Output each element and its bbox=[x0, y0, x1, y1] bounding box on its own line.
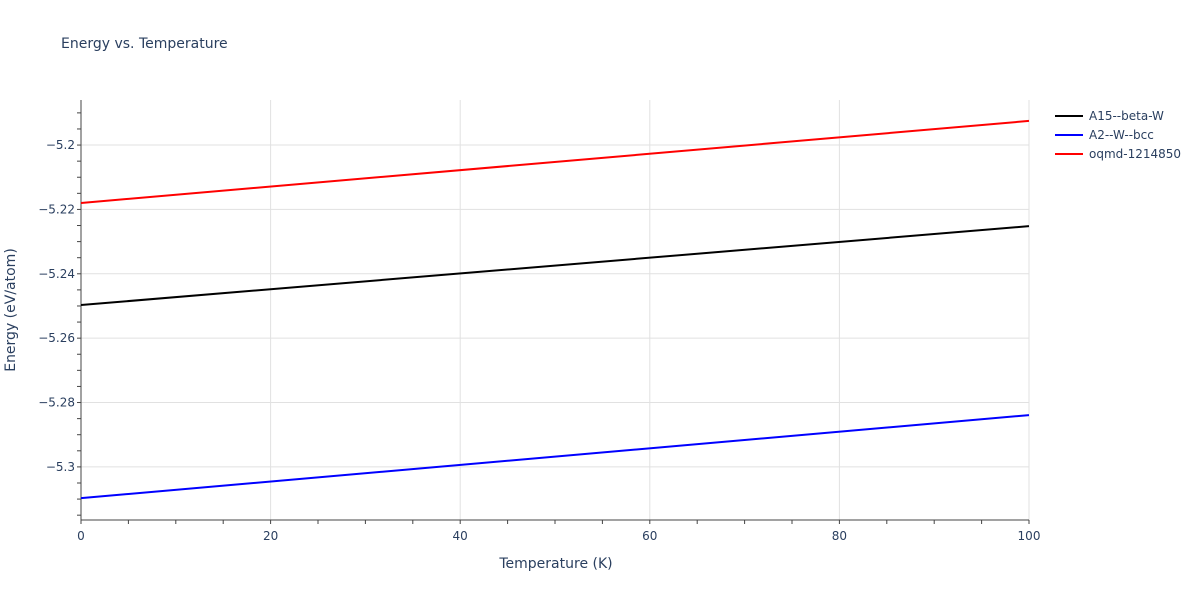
legend-swatch-icon bbox=[1055, 114, 1083, 117]
x-tick-label: 60 bbox=[642, 529, 657, 543]
legend-label: A2--W--bcc bbox=[1089, 127, 1154, 142]
series-line-A15--beta-W bbox=[80, 225, 1030, 307]
y-tick-label: −5.3 bbox=[46, 460, 75, 474]
y-tick-label: −5.2 bbox=[46, 138, 75, 152]
legend-swatch-icon bbox=[1055, 152, 1083, 155]
y-tick-label: −5.22 bbox=[38, 202, 75, 216]
legend-label: oqmd-1214850 bbox=[1089, 146, 1182, 161]
legend-label: A15--beta-W bbox=[1089, 108, 1164, 123]
legend: A15--beta-W A2--W--bcc oqmd-1214850 bbox=[1055, 106, 1181, 163]
y-tick-label: −5.26 bbox=[38, 331, 75, 345]
x-tick-label: 100 bbox=[1018, 529, 1041, 543]
legend-swatch-icon bbox=[1055, 133, 1083, 136]
x-tick-label: 80 bbox=[832, 529, 847, 543]
legend-item[interactable]: A2--W--bcc bbox=[1055, 125, 1181, 144]
chart-title: Energy vs. Temperature bbox=[61, 36, 228, 52]
x-axis-title: Temperature (K) bbox=[498, 556, 612, 572]
series-line-oqmd-1214850 bbox=[80, 119, 1030, 204]
x-tick-label: 0 bbox=[77, 529, 85, 543]
axes: 0 20 40 60 80 100 −5.3 −5.28 −5.26 −5.24 −5.22 −5.2 bbox=[38, 100, 1040, 543]
legend-item[interactable]: oqmd-1214850 bbox=[1055, 144, 1181, 163]
legend-item[interactable]: A15--beta-W bbox=[1055, 106, 1181, 125]
gridlines bbox=[81, 100, 1030, 520]
plot-lines bbox=[80, 119, 1030, 500]
series-line-A2--W--bcc bbox=[80, 414, 1030, 500]
x-tick-label: 20 bbox=[263, 529, 278, 543]
x-tick-label: 40 bbox=[453, 529, 468, 543]
y-axis-title: Energy (eV/atom) bbox=[3, 248, 19, 372]
y-tick-label: −5.24 bbox=[38, 267, 75, 281]
y-tick-label: −5.28 bbox=[38, 396, 75, 410]
